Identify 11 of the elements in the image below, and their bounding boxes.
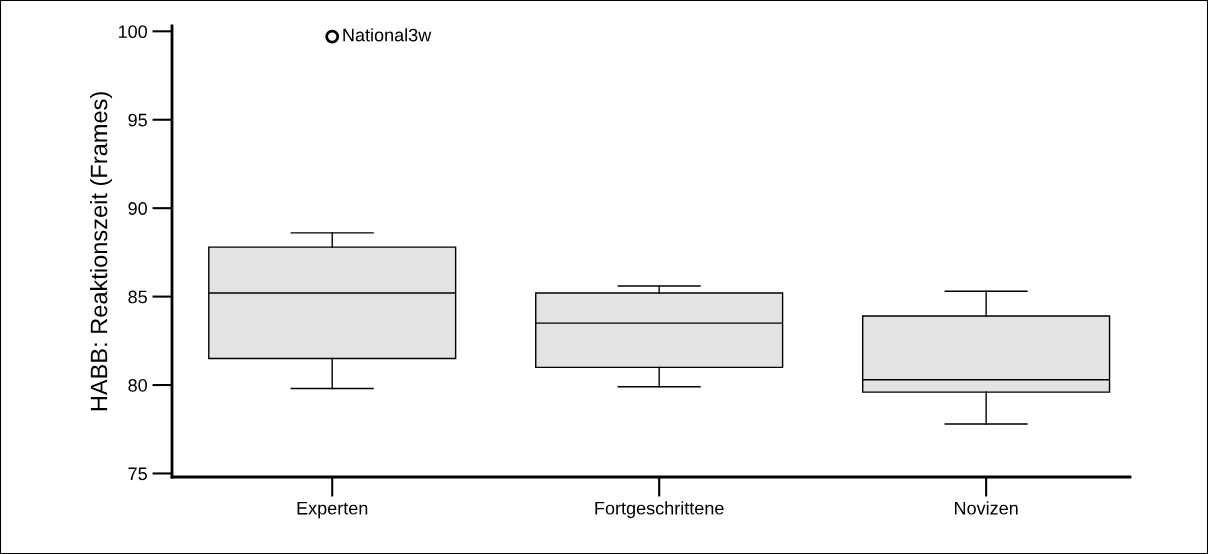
annotation: National3w: [343, 28, 432, 42]
y-tick-label: 75: [128, 467, 147, 481]
y-axis-title: HABB: Reaktionszeit (Frames): [90, 92, 113, 411]
y-tick-label: 90: [128, 202, 147, 215]
y-tick-label: 80: [128, 378, 147, 392]
y-tick-label: 95: [128, 113, 147, 127]
x-tick-label: Novizen: [955, 501, 1018, 515]
y-tick-label: 85: [128, 290, 147, 304]
x-tick-label: Experten: [297, 501, 368, 519]
x-tick-label: Fortgeschrittene: [595, 501, 724, 519]
y-tick-label: 100: [118, 25, 147, 39]
